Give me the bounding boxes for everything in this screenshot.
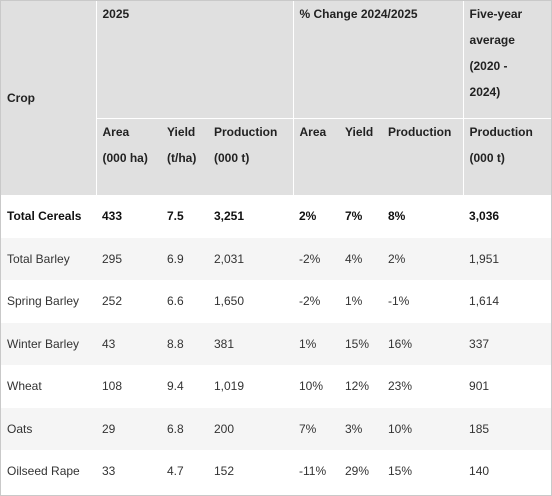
- cell-change-production: 10%: [382, 407, 464, 450]
- cell-change-area: 7%: [293, 407, 339, 450]
- header-avg-line-2: average: [469, 33, 515, 47]
- cell-change-production: 8%: [382, 195, 464, 238]
- cell-yield: 6.9: [161, 237, 208, 280]
- header-group-five-year-average: Five-year average (2020 - 2024): [462, 1, 552, 119]
- table-body: Total Cereals 433 7.5 3,251 2% 7% 8% 3,0…: [1, 195, 552, 493]
- header-group-2025: 2025: [95, 1, 293, 119]
- cell-production: 3,251: [208, 195, 293, 238]
- header-avg-line-3: (2020 -: [469, 59, 508, 73]
- cell-production: 381: [208, 322, 293, 365]
- header-change-production: Production: [382, 118, 464, 195]
- header-avg-line-1: Five-year: [469, 7, 523, 21]
- cell-change-production: 23%: [382, 365, 464, 408]
- table-row: Wheat 108 9.4 1,019 10% 12% 23% 901: [1, 365, 552, 408]
- header-production: Production (000 t): [208, 118, 293, 195]
- cell-area: 252: [96, 280, 161, 323]
- cell-change-yield: 3%: [339, 407, 382, 450]
- table-row: Oats 29 6.8 200 7% 3% 10% 185: [1, 407, 552, 450]
- cell-change-yield: 1%: [339, 280, 382, 323]
- table-header: Crop 2025 % Change 2024/2025 Five-year a…: [1, 1, 552, 195]
- cell-change-production: -1%: [382, 280, 464, 323]
- cell-production: 2,031: [208, 237, 293, 280]
- cell-change-yield: 15%: [339, 322, 382, 365]
- header-area: Area (000 ha): [95, 118, 161, 195]
- cell-yield: 4.7: [161, 450, 208, 493]
- header-avg-production: Production (000 t): [462, 118, 552, 195]
- cell-avg-production: 1,951: [463, 237, 552, 280]
- cell-change-area: -2%: [293, 237, 339, 280]
- cell-avg-production: 337: [463, 322, 552, 365]
- table-row: Winter Barley 43 8.8 381 1% 15% 16% 337: [1, 322, 552, 365]
- cell-change-yield: 7%: [339, 195, 382, 238]
- table-row: Spring Barley 252 6.6 1,650 -2% 1% -1% 1…: [1, 280, 552, 323]
- cell-change-yield: 12%: [339, 365, 382, 408]
- cell-change-production: 16%: [382, 322, 464, 365]
- cell-change-area: -2%: [293, 280, 339, 323]
- header-yield: Yield (t/ha): [161, 118, 208, 195]
- header-production-unit: (000 t): [214, 151, 250, 165]
- header-group-change: % Change 2024/2025: [292, 1, 464, 119]
- cell-area: 295: [96, 237, 161, 280]
- table-row: Total Cereals 433 7.5 3,251 2% 7% 8% 3,0…: [1, 195, 552, 238]
- table-row: Oilseed Rape 33 4.7 152 -11% 29% 15% 140: [1, 450, 552, 493]
- cell-yield: 7.5: [161, 195, 208, 238]
- cell-crop: Spring Barley: [1, 280, 96, 323]
- cell-avg-production: 140: [463, 450, 552, 493]
- cell-production: 1,019: [208, 365, 293, 408]
- cell-change-area: -11%: [293, 450, 339, 493]
- cell-area: 433: [96, 195, 161, 238]
- cell-crop: Oats: [1, 407, 96, 450]
- header-change-yield: Yield: [339, 118, 382, 195]
- header-change-area: Area: [292, 118, 339, 195]
- cell-change-area: 2%: [293, 195, 339, 238]
- header-yield-unit: (t/ha): [167, 151, 197, 165]
- cell-crop: Wheat: [1, 365, 96, 408]
- cell-crop: Oilseed Rape: [1, 450, 96, 493]
- cell-area: 108: [96, 365, 161, 408]
- cell-change-production: 15%: [382, 450, 464, 493]
- header-avg-production-unit: (000 t): [469, 151, 505, 165]
- header-area-unit: (000 ha): [102, 151, 148, 165]
- header-avg-line-4: 2024): [469, 85, 501, 99]
- cell-production: 1,650: [208, 280, 293, 323]
- cell-crop: Winter Barley: [1, 322, 96, 365]
- cell-change-yield: 4%: [339, 237, 382, 280]
- cell-area: 33: [96, 450, 161, 493]
- cell-avg-production: 1,614: [463, 280, 552, 323]
- cell-avg-production: 3,036: [463, 195, 552, 238]
- header-yield-label: Yield: [167, 125, 196, 139]
- table-row: Total Barley 295 6.9 2,031 -2% 4% 2% 1,9…: [1, 237, 552, 280]
- cell-yield: 9.4: [161, 365, 208, 408]
- header-production-label: Production: [214, 125, 278, 139]
- cell-change-area: 10%: [293, 365, 339, 408]
- cell-area: 43: [96, 322, 161, 365]
- header-avg-production-label: Production: [469, 125, 533, 139]
- cell-avg-production: 185: [463, 407, 552, 450]
- cell-avg-production: 901: [463, 365, 552, 408]
- header-crop: Crop: [1, 1, 96, 195]
- cell-production: 200: [208, 407, 293, 450]
- cell-crop: Total Cereals: [1, 195, 96, 238]
- cell-change-area: 1%: [293, 322, 339, 365]
- header-area-label: Area: [102, 125, 130, 139]
- cell-change-yield: 29%: [339, 450, 382, 493]
- cell-yield: 8.8: [161, 322, 208, 365]
- cell-crop: Total Barley: [1, 237, 96, 280]
- cell-yield: 6.6: [161, 280, 208, 323]
- cell-area: 29: [96, 407, 161, 450]
- cell-yield: 6.8: [161, 407, 208, 450]
- cell-production: 152: [208, 450, 293, 493]
- cell-change-production: 2%: [382, 237, 464, 280]
